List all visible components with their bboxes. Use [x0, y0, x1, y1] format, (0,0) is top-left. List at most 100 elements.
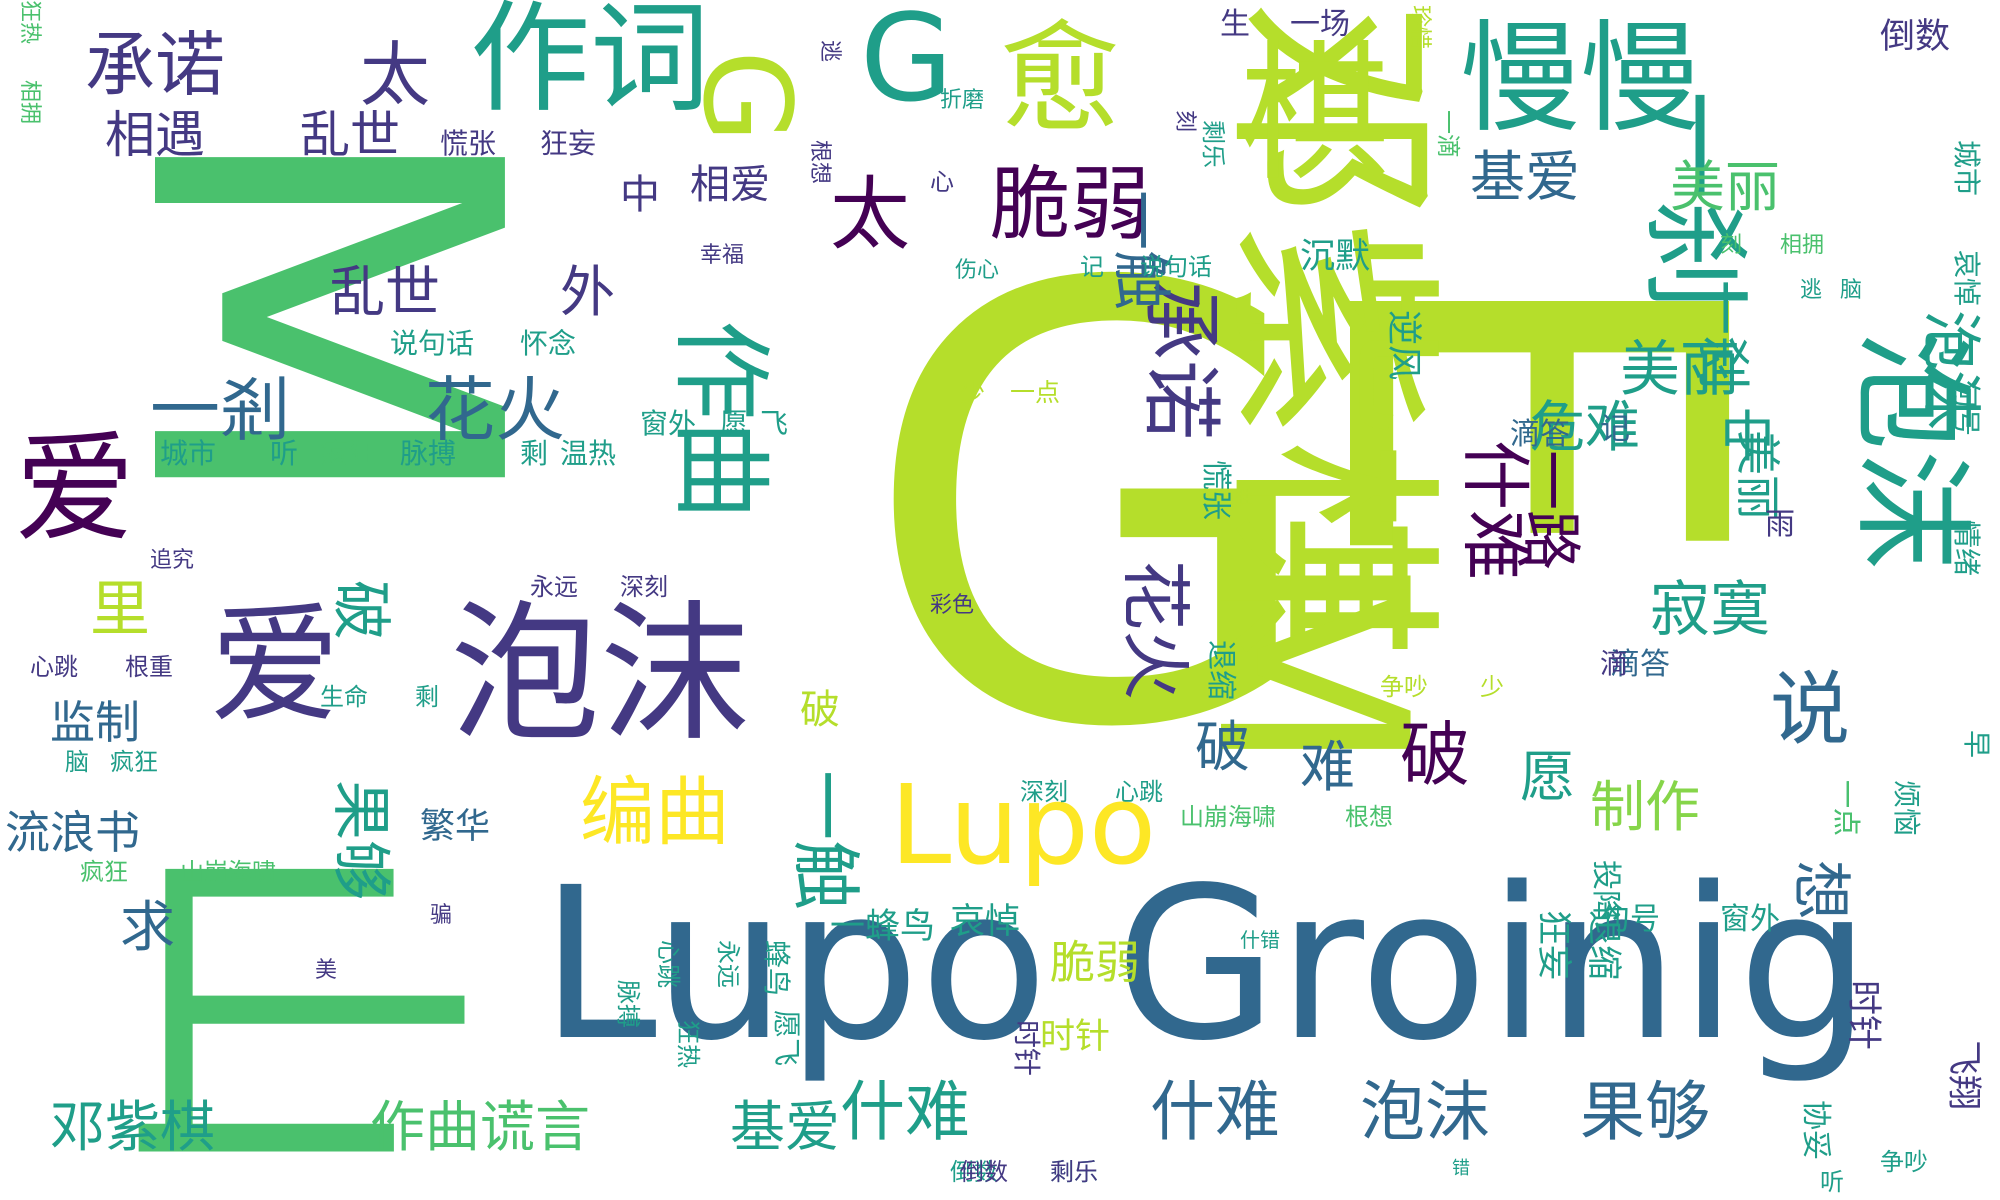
- word: 协妥: [1798, 1100, 1833, 1160]
- word: 乱世: [300, 106, 400, 164]
- word: 城市: [1950, 140, 1983, 197]
- word: 脑: [1840, 278, 1863, 303]
- word: 疯狂: [80, 858, 128, 886]
- word: 流浪书: [5, 806, 141, 859]
- word: 相拥: [1780, 233, 1825, 258]
- word: 情绪: [1950, 520, 1983, 577]
- word: 时针: [1040, 1017, 1111, 1057]
- word: 一点: [1010, 378, 1061, 407]
- word: 一触: [1105, 190, 1175, 310]
- word: 乱世: [330, 260, 441, 324]
- word: 永远: [714, 940, 742, 988]
- word: 剩乐: [1050, 1158, 1098, 1186]
- word: 倒数: [1880, 17, 1951, 57]
- word: 沉默: [1300, 237, 1371, 277]
- word: 窗外: [640, 407, 697, 440]
- word: G: [676, 50, 815, 143]
- word: 山崩海啸: [180, 858, 276, 886]
- word: 滴答: [1610, 647, 1670, 682]
- word: 窗外: [1720, 902, 1780, 937]
- word: 一剎: [150, 369, 290, 451]
- word: 什难: [1150, 1075, 1281, 1150]
- word: 听: [270, 437, 299, 470]
- word: 错: [1452, 1158, 1470, 1179]
- word: 爱: [210, 589, 341, 741]
- word: 根重: [125, 653, 173, 681]
- word: 中: [1720, 405, 1776, 469]
- word: G: [860, 0, 953, 129]
- word: 滴: [1600, 647, 1629, 680]
- word: 美丽: [1670, 155, 1781, 219]
- word: 制作: [1590, 775, 1701, 839]
- word: 生: [1220, 7, 1250, 42]
- word: 破: [1195, 715, 1251, 779]
- word: 根想: [807, 140, 832, 185]
- word: 逃: [1800, 278, 1823, 303]
- word: 一蜂鸟: [830, 907, 936, 947]
- word: 棋: [1240, 28, 1391, 202]
- word: 花火: [425, 369, 565, 451]
- word: 折磨: [940, 88, 985, 113]
- word: 幸福: [700, 243, 745, 268]
- word: 伤心: [955, 258, 1000, 283]
- word: 什难: [840, 1075, 971, 1150]
- word: 监制: [50, 696, 141, 749]
- word: 繁华: [420, 807, 491, 847]
- word: 泡沫: [450, 588, 751, 762]
- word: 争吵: [1880, 1148, 1928, 1176]
- word: 邓紫棋: [50, 1095, 216, 1159]
- word: 倒数: [960, 1158, 1008, 1186]
- word: 花火: [1114, 560, 1196, 700]
- word: 作词: [470, 0, 710, 129]
- word: 逆风: [1383, 310, 1423, 381]
- word: 难: [1300, 735, 1356, 799]
- word: 泡沫: [1360, 1075, 1491, 1150]
- word: 慌张: [440, 127, 497, 160]
- word: 果够: [1580, 1075, 1711, 1150]
- word: 剩乐: [1199, 120, 1227, 168]
- word: 少: [960, 378, 986, 407]
- word: 寂寞: [1650, 575, 1770, 645]
- word: Lupo Groinig: [540, 842, 1871, 1087]
- word: 太: [830, 168, 910, 261]
- word: G: [860, 160, 1325, 859]
- word: 美: [315, 958, 338, 983]
- word: 飞翔: [1943, 1040, 1983, 1111]
- word: 破: [800, 687, 840, 733]
- word: 退缩: [1203, 640, 1238, 700]
- word: 根想: [1345, 803, 1393, 831]
- word: 狂妄: [1533, 910, 1573, 981]
- word: 永远: [530, 573, 578, 601]
- word: 时针: [1010, 1020, 1043, 1077]
- word: 想: [1785, 860, 1855, 920]
- word: 彩色: [930, 593, 975, 618]
- word: 里: [90, 575, 150, 645]
- word: 基爱: [1470, 145, 1581, 209]
- word: 温热: [560, 437, 617, 470]
- word: 什错: [1240, 928, 1280, 952]
- word: 句号: [1600, 902, 1660, 937]
- word: 烦恼: [1890, 780, 1923, 837]
- word: 求: [120, 895, 176, 959]
- word: 美丽: [1620, 335, 1740, 405]
- word: 说句话: [1140, 253, 1212, 281]
- word: 山崩海啸: [1180, 803, 1276, 831]
- word: 一刹: [1691, 280, 1755, 391]
- word: 破: [325, 580, 395, 640]
- word: 逃: [817, 40, 842, 63]
- word: 倒数: [950, 1158, 998, 1186]
- word: 刻: [1720, 233, 1743, 258]
- word: 深刻: [620, 573, 668, 601]
- word: 早: [1960, 730, 1993, 759]
- word: 愿: [1520, 745, 1576, 809]
- word: 珍惜: [1407, 5, 1432, 50]
- word: 破: [1400, 714, 1470, 796]
- word: 心跳: [654, 940, 682, 988]
- word: 慌张: [1198, 460, 1233, 520]
- word: 相遇: [105, 106, 205, 164]
- word: 脆弱: [990, 158, 1150, 251]
- word: 深刻: [1020, 778, 1068, 806]
- word: 心跳: [1115, 778, 1163, 806]
- word: 投降: [1588, 860, 1623, 920]
